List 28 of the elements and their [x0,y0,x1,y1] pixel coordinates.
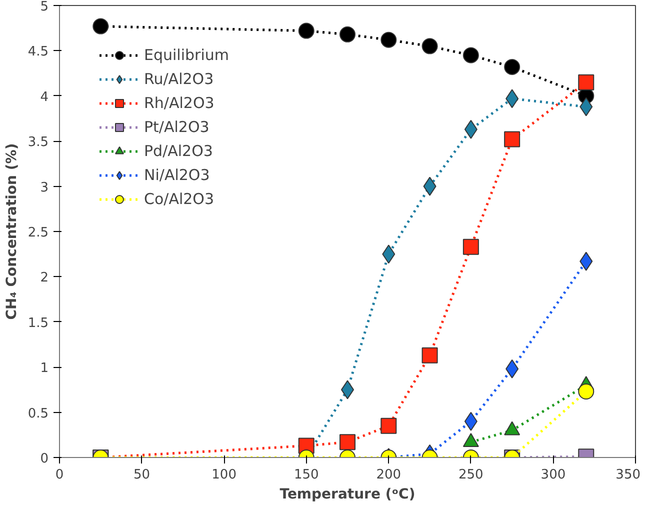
legend-label: Pd/Al2O3 [144,142,213,160]
legend-label: Ru/Al2O3 [144,70,214,88]
x-tick-label: 100 [212,468,236,482]
x-tick-label: 350 [616,468,641,482]
y-tick-label: 4.5 [28,44,49,60]
y-tick-label: 1.5 [28,316,49,331]
legend-label: Rh/Al2O3 [144,94,214,112]
x-tick-label: 150 [294,468,319,482]
x-tick-label: 300 [540,468,566,482]
x-tick-label: 250 [458,468,484,482]
legend-label: Ni/Al2O3 [144,166,210,184]
y-tick-label: 1 [40,361,49,376]
x-tick-label: 200 [376,468,402,482]
y-tick-label: 4 [40,90,49,105]
legend-label: Equilibrium [144,46,229,64]
y-tick-label: 2.5 [28,226,49,240]
y-tick-label: 0.5 [28,406,49,422]
legend-label: Co/Al2O3 [144,190,214,208]
x-axis-title: Temperature (ᵒC) [280,486,416,502]
y-tick-label: 3.5 [28,135,49,150]
y-axis-title: CH₄ Concentration (%) [4,143,20,320]
y-tick-label: 0 [40,452,49,466]
y-tick-label: 2 [40,270,49,286]
y-tick-label: 3 [40,180,49,196]
y-tick-label: 5 [40,0,49,14]
legend-label: Pt/Al2O3 [144,118,210,136]
x-tick-label: 0 [55,468,64,482]
x-tick-label: 50 [134,468,150,482]
